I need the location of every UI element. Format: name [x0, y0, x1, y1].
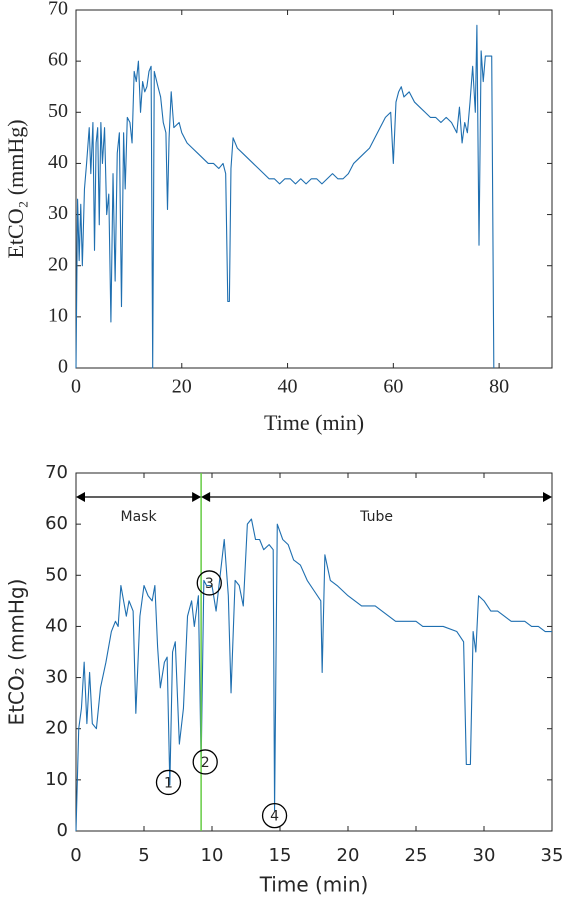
x-tick-label: 20 — [337, 845, 360, 866]
y-tick-label: 50 — [48, 100, 68, 122]
x-tick-label: 20 — [172, 376, 192, 398]
chart: 0 5 10 15 20 25 30 35 0 10 20 30 40 50 60 70 Time (min) E… — [5, 462, 564, 897]
region-label: Tube — [359, 509, 393, 525]
y-tick-label: 50 — [45, 564, 68, 585]
y-axis-label: EtCO₂ (mmHg) — [3, 119, 28, 258]
annotation-label: 3 — [205, 576, 214, 592]
x-tick-label: 25 — [405, 845, 428, 866]
x-tick-label: 60 — [383, 376, 403, 398]
y-tick-label: 0 — [57, 820, 68, 841]
x-tick-label: 0 — [71, 376, 81, 398]
x-tick-label: 40 — [278, 376, 298, 398]
y-axis-label: EtCO₂ (mmHg) — [5, 579, 29, 726]
x-tick-label: 5 — [138, 845, 149, 866]
y-tick-label: 20 — [45, 718, 68, 739]
region-label: Mask — [121, 509, 158, 525]
annotation-circle — [196, 570, 222, 596]
plot-frame — [75, 9, 553, 369]
y-tick-label: 20 — [48, 253, 68, 275]
annotation-label: 1 — [164, 775, 173, 791]
y-tick-label: 10 — [48, 304, 68, 326]
arrow-head — [201, 492, 211, 502]
x-tick-label: 10 — [201, 845, 224, 866]
y-tick-label: 30 — [45, 667, 68, 688]
y-tick-label: 10 — [45, 769, 68, 790]
x-tick-label: 35 — [541, 845, 564, 866]
y-tick-label: 70 — [48, 0, 68, 20]
arrow-head — [192, 492, 202, 502]
x-axis-label: Time (min) — [264, 410, 364, 435]
y-tick-label: 40 — [48, 151, 68, 173]
chart: 0 20 40 60 80 0 10 20 30 40 50 60 70 Time (min) EtCO₂ … — [3, 0, 553, 435]
x-tick-label: 0 — [70, 845, 81, 866]
y-tick-label: 30 — [48, 202, 68, 224]
y-tick-label: 0 — [58, 356, 68, 378]
x-axis-label: Time (min) — [259, 873, 369, 897]
arrow-head — [543, 492, 552, 502]
x-tick-label: 80 — [489, 376, 509, 398]
arrow-head — [76, 492, 85, 502]
annotation-label: 4 — [270, 809, 279, 825]
y-tick-label: 60 — [45, 513, 68, 534]
x-tick-label: 30 — [473, 845, 496, 866]
plot-frame — [75, 472, 553, 832]
data-line — [75, 24, 495, 369]
annotation-circle — [192, 749, 218, 775]
y-tick-label: 70 — [45, 462, 68, 483]
annotation-label: 2 — [201, 755, 210, 771]
y-tick-label: 60 — [48, 49, 68, 71]
data-line — [75, 518, 552, 832]
annotation-circle — [261, 803, 288, 829]
y-tick-label: 40 — [45, 615, 68, 636]
annotation-circle — [155, 769, 182, 796]
x-tick-label: 15 — [269, 845, 292, 866]
